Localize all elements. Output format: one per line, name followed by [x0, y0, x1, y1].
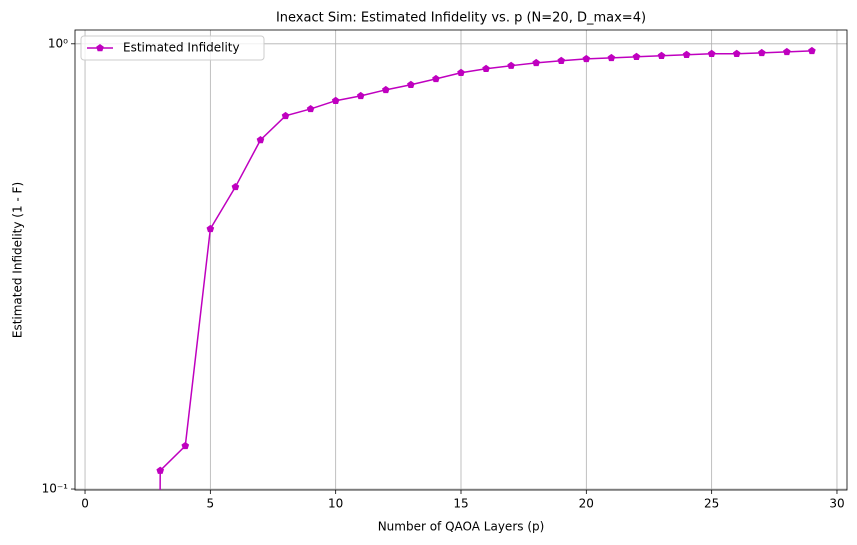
data-point: [532, 58, 540, 67]
x-tick-label: 10: [328, 497, 343, 511]
data-point: [457, 68, 465, 76]
data-point: [356, 91, 365, 100]
x-tick-label: 0: [81, 497, 89, 511]
legend-box: [80, 35, 265, 61]
y-axis-label: Estimated Infidelity (1 - F): [11, 182, 25, 338]
data-point: [732, 49, 741, 57]
data-point: [256, 136, 265, 144]
data-point: [181, 441, 190, 450]
data-point: [281, 111, 290, 120]
data-point: [231, 182, 240, 191]
chart-title: Inexact Sim: Estimated Infidelity vs. p …: [276, 11, 646, 26]
data-point: [808, 46, 816, 55]
x-tick-label: 25: [704, 497, 719, 511]
x-tick-label: 15: [453, 497, 468, 511]
legend-label: Estimated Infidelity: [123, 41, 240, 55]
data-point: [156, 466, 165, 474]
data-point: [306, 104, 315, 113]
plot-area: [156, 46, 816, 490]
data-point: [482, 64, 490, 72]
data-point: [407, 80, 415, 89]
data-point: [783, 47, 791, 56]
y-tick-label: 10⁻¹: [42, 482, 69, 496]
plot-frame: [74, 29, 848, 491]
data-point: [682, 50, 691, 58]
data-point: [432, 74, 440, 83]
data-point: [582, 54, 591, 63]
x-tick-label: 5: [207, 497, 215, 511]
data-point: [607, 53, 616, 62]
data-line: [159, 50, 812, 490]
data-point: [507, 61, 515, 69]
data-point: [632, 52, 641, 61]
legend-marker: [96, 44, 104, 52]
data-point: [757, 48, 766, 57]
data-point: [331, 96, 340, 104]
x-tick-label: 30: [829, 497, 844, 511]
data-point: [206, 224, 215, 233]
x-axis-label: Number of QAOA Layers (p): [378, 520, 545, 534]
data-point: [382, 85, 390, 94]
data-point: [707, 49, 716, 57]
data-point: [557, 56, 566, 65]
y-tick-label: 10⁰: [48, 36, 68, 50]
x-tick-label: 20: [579, 497, 594, 511]
data-point: [657, 51, 666, 59]
